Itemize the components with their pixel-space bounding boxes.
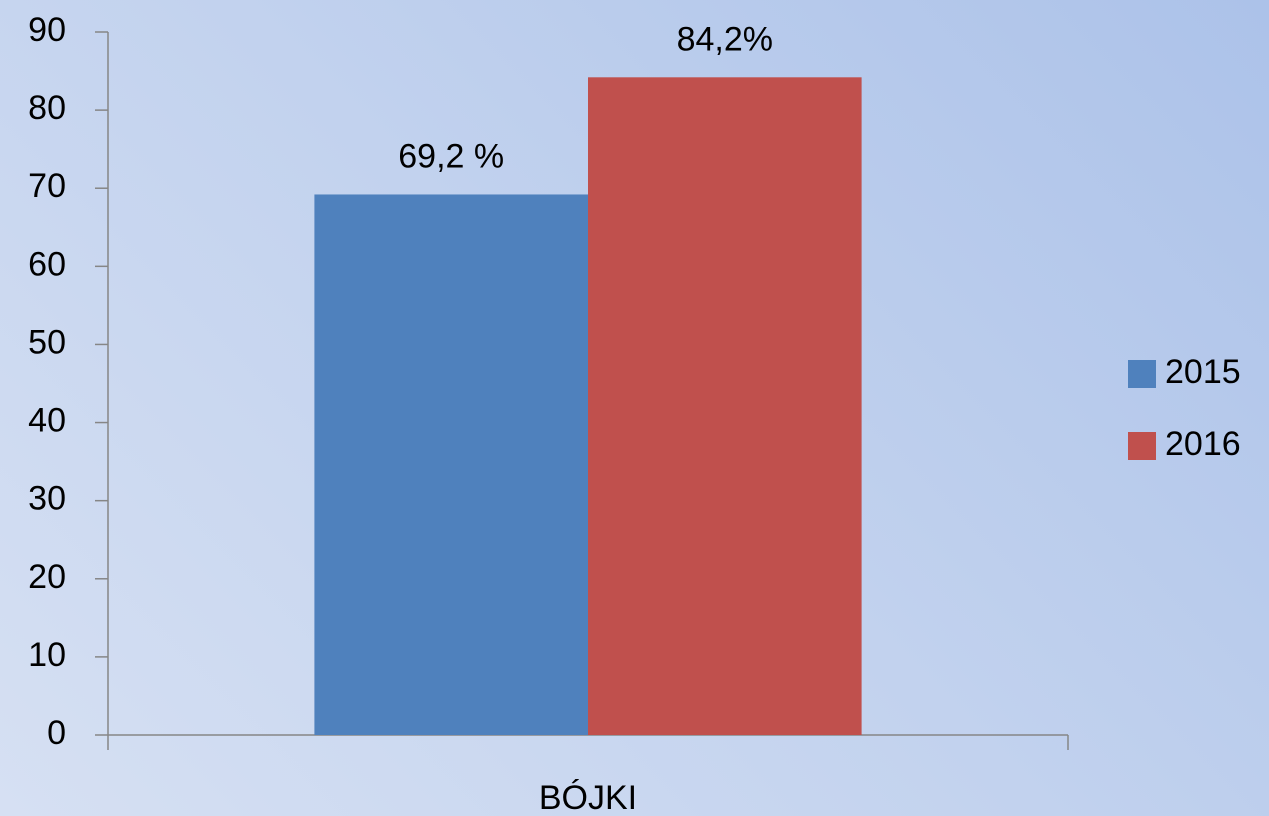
y-tick-label: 0 xyxy=(47,714,66,752)
bar xyxy=(588,77,862,735)
y-tick-label: 60 xyxy=(28,245,66,283)
value-label: 84,2% xyxy=(677,20,773,58)
y-tick-label: 40 xyxy=(28,402,66,440)
y-tick-label: 30 xyxy=(28,480,66,518)
y-tick-label: 80 xyxy=(28,89,66,127)
legend-swatch xyxy=(1128,432,1156,460)
x-tick-label: BÓJKI xyxy=(539,779,637,816)
bar xyxy=(314,194,588,735)
y-tick-label: 70 xyxy=(28,167,66,205)
legend-label: 2015 xyxy=(1165,353,1241,391)
y-tick-label: 10 xyxy=(28,636,66,674)
value-label: 69,2 % xyxy=(398,137,504,175)
y-tick-label: 50 xyxy=(28,323,66,361)
legend-label: 2016 xyxy=(1165,425,1241,463)
y-tick-label: 20 xyxy=(28,558,66,596)
y-tick-label: 90 xyxy=(28,11,66,49)
legend-swatch xyxy=(1128,360,1156,388)
